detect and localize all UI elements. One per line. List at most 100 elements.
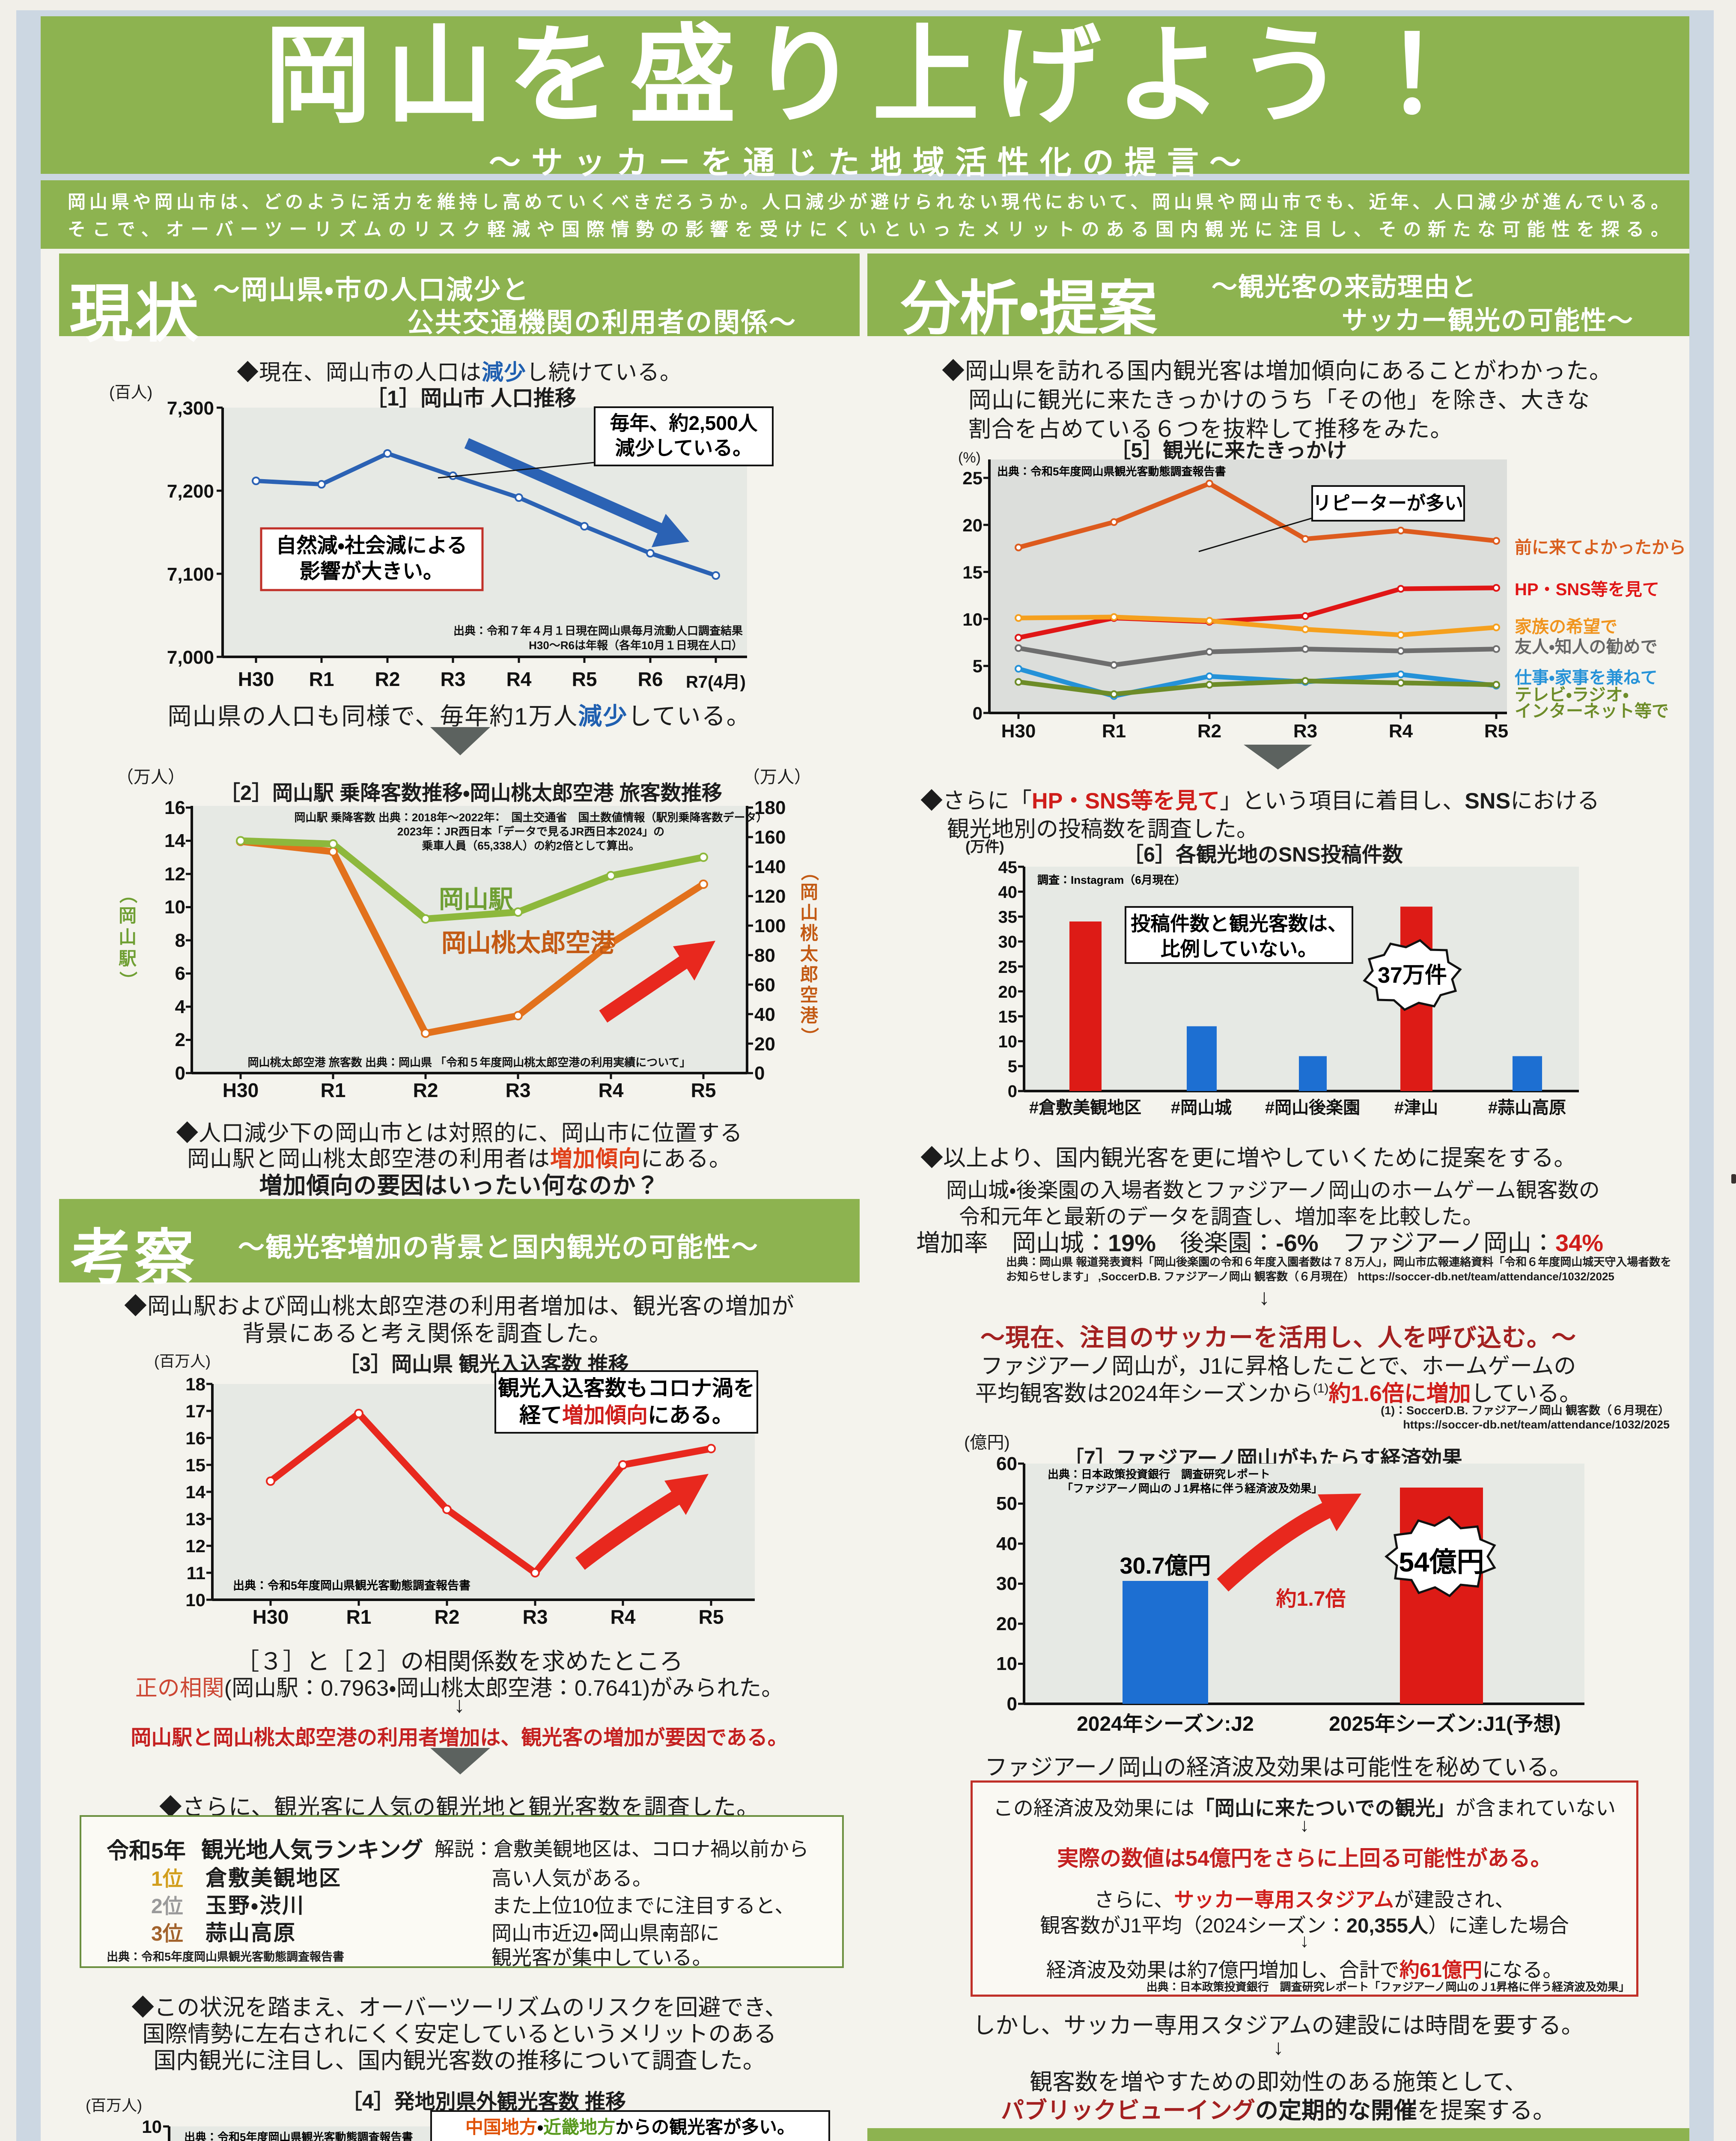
svg-text:H30: H30 — [223, 1079, 259, 1101]
svg-text:0: 0 — [754, 1063, 765, 1084]
svg-text:岡山桃太郎空港: 岡山桃太郎空港 — [441, 929, 616, 957]
svg-text:160: 160 — [754, 827, 786, 848]
svg-text:14: 14 — [185, 1482, 205, 1502]
svg-text:10: 10 — [185, 1590, 205, 1610]
svg-text:45: 45 — [998, 858, 1018, 877]
svg-text:リピーターが多い: リピーターが多い — [1313, 493, 1463, 514]
svg-text:R2: R2 — [1197, 721, 1221, 742]
svg-text:H30: H30 — [253, 1606, 289, 1628]
svg-text:毎年、約2,500人: 毎年、約2,500人 — [610, 412, 758, 434]
svg-text:友人・知人の勧めで: 友人・知人の勧めで — [1515, 638, 1658, 656]
svg-text:16: 16 — [185, 1428, 205, 1448]
svg-text:17: 17 — [185, 1401, 205, 1421]
svg-text:R3: R3 — [1293, 721, 1317, 742]
svg-text:60: 60 — [754, 975, 775, 996]
svg-text:10: 10 — [962, 609, 983, 629]
svg-text:出典：令和5年度岡山県観光客動態調査報告書: 出典：令和5年度岡山県観光客動態調査報告書 — [997, 465, 1226, 478]
svg-text:R4: R4 — [610, 1606, 636, 1628]
svg-text:0: 0 — [973, 703, 983, 723]
svg-text:#岡山城: #岡山城 — [1171, 1098, 1232, 1117]
svg-text:#津山: #津山 — [1394, 1098, 1438, 1117]
svg-text:R1: R1 — [346, 1606, 372, 1628]
svg-text:50: 50 — [996, 1493, 1017, 1514]
svg-text:自然減・社会減による: 自然減・社会減による — [276, 534, 467, 557]
svg-text:2023年：JR西日本「データで見るJR西日本2024」の: 2023年：JR西日本「データで見るJR西日本2024」の — [397, 825, 664, 838]
svg-text:20: 20 — [754, 1034, 775, 1055]
svg-text:5: 5 — [973, 656, 983, 676]
svg-text:12: 12 — [185, 1536, 205, 1556]
svg-text:20: 20 — [996, 1613, 1017, 1634]
svg-text:出典：令和７年４月１日現在岡山県毎月流動人口調査結果: 出典：令和７年４月１日現在岡山県毎月流動人口調査結果 — [453, 624, 743, 637]
svg-text:140: 140 — [754, 856, 786, 877]
svg-text:25: 25 — [962, 468, 983, 488]
svg-text:約1.7倍: 約1.7倍 — [1276, 1588, 1346, 1610]
svg-text:H30～R6は年報（各年10月１日現在人口）: H30～R6は年報（各年10月１日現在人口） — [529, 639, 743, 652]
svg-text:前に来てよかったから: 前に来てよかったから — [1515, 538, 1686, 557]
svg-text:経て増加傾向にある。: 経て増加傾向にある。 — [519, 1403, 733, 1427]
svg-text:R5: R5 — [572, 668, 597, 690]
svg-text:R4: R4 — [599, 1079, 624, 1101]
svg-text:0: 0 — [175, 1063, 185, 1084]
svg-text:5: 5 — [1008, 1057, 1017, 1076]
svg-text:R2: R2 — [435, 1606, 460, 1628]
svg-text:2025年シーズン:J1(予想): 2025年シーズン:J1(予想) — [1329, 1713, 1561, 1735]
svg-text:中国地方・近畿地方からの観光客が多い。: 中国地方・近畿地方からの観光客が多い。 — [465, 2117, 795, 2137]
svg-text:出典：令和5年度岡山県観光客動態調査報告書: 出典：令和5年度岡山県観光客動態調査報告書 — [233, 1579, 470, 1592]
svg-text:減少している。: 減少している。 — [615, 437, 753, 459]
svg-text:11: 11 — [187, 1563, 205, 1583]
svg-text:14: 14 — [164, 830, 185, 851]
svg-text:比例していない。: 比例していない。 — [1161, 938, 1318, 960]
svg-text:7,000: 7,000 — [167, 647, 214, 668]
svg-text:10: 10 — [142, 2117, 162, 2137]
svg-text:岡山桃太郎空港 旅客数 出典：岡山県 「令和５年度岡山桃太郎: 岡山桃太郎空港 旅客数 出典：岡山県 「令和５年度岡山桃太郎空港の利用実績につい… — [248, 1056, 691, 1069]
svg-text:15: 15 — [185, 1455, 205, 1475]
svg-text:R2: R2 — [375, 668, 400, 690]
svg-text:54億円: 54億円 — [1399, 1547, 1484, 1577]
svg-text:10: 10 — [998, 1032, 1018, 1051]
svg-text:R2: R2 — [413, 1079, 438, 1101]
svg-text:40: 40 — [998, 883, 1018, 902]
svg-text:37万件: 37万件 — [1378, 963, 1447, 988]
svg-text:10: 10 — [164, 897, 185, 918]
svg-text:家族の希望で: 家族の希望で — [1515, 617, 1617, 636]
svg-text:岡山駅 乗降客数 出典：2018年～2022年： 国土交通省: 岡山駅 乗降客数 出典：2018年～2022年： 国土交通省 国土数値情報（駅別… — [294, 811, 767, 824]
svg-text:15: 15 — [998, 1008, 1018, 1026]
svg-text:R5: R5 — [1484, 721, 1508, 742]
svg-text:観光入込客数もコロナ渦を: 観光入込客数もコロナ渦を — [498, 1376, 755, 1400]
svg-text:60: 60 — [996, 1453, 1017, 1474]
svg-text:#倉敷美観地区: #倉敷美観地区 — [1029, 1098, 1141, 1117]
svg-text:インターネット等で: インターネット等で — [1515, 702, 1669, 721]
svg-text:30.7億円: 30.7億円 — [1120, 1553, 1211, 1579]
svg-text:8: 8 — [175, 930, 185, 951]
svg-text:R6: R6 — [638, 668, 663, 690]
svg-text:7,300: 7,300 — [167, 398, 214, 419]
svg-text:0: 0 — [1008, 1082, 1017, 1101]
svg-text:16: 16 — [164, 797, 185, 818]
svg-text:80: 80 — [754, 945, 775, 966]
svg-text:R3: R3 — [441, 668, 466, 690]
svg-text:20: 20 — [962, 515, 983, 535]
svg-text:H30: H30 — [238, 668, 274, 690]
svg-text:10: 10 — [996, 1653, 1017, 1674]
svg-text:調査：Instagram（6月現在）: 調査：Instagram（6月現在） — [1037, 874, 1186, 886]
svg-text:HP・SNS等を見て: HP・SNS等を見て — [1515, 580, 1659, 599]
svg-text:180: 180 — [754, 797, 786, 818]
svg-text:12: 12 — [164, 864, 185, 885]
svg-text:R7(4月): R7(4月) — [686, 673, 746, 692]
svg-text:25: 25 — [998, 958, 1018, 977]
svg-text:R4: R4 — [1389, 721, 1413, 742]
svg-text:R4: R4 — [506, 668, 532, 690]
svg-text:4: 4 — [175, 996, 186, 1017]
svg-text:15: 15 — [962, 562, 983, 582]
svg-text:H30: H30 — [1001, 721, 1036, 742]
svg-text:R5: R5 — [699, 1606, 724, 1628]
svg-text:出典：日本政策投資銀行 調査研究レポート: 出典：日本政策投資銀行 調査研究レポート — [1048, 1468, 1270, 1481]
svg-text:6: 6 — [175, 963, 185, 984]
svg-text:120: 120 — [754, 886, 786, 907]
svg-text:投稿件数と観光客数は、: 投稿件数と観光客数は、 — [1131, 912, 1347, 935]
svg-text:#蒜山高原: #蒜山高原 — [1488, 1098, 1566, 1117]
svg-text:「ファジアーノ岡山のＪ1昇格に伴う経済波及効果」: 「ファジアーノ岡山のＪ1昇格に伴う経済波及効果」 — [1062, 1482, 1322, 1495]
svg-text:20: 20 — [998, 983, 1018, 1002]
svg-text:40: 40 — [754, 1004, 775, 1025]
svg-text:#岡山後楽園: #岡山後楽園 — [1265, 1098, 1360, 1117]
